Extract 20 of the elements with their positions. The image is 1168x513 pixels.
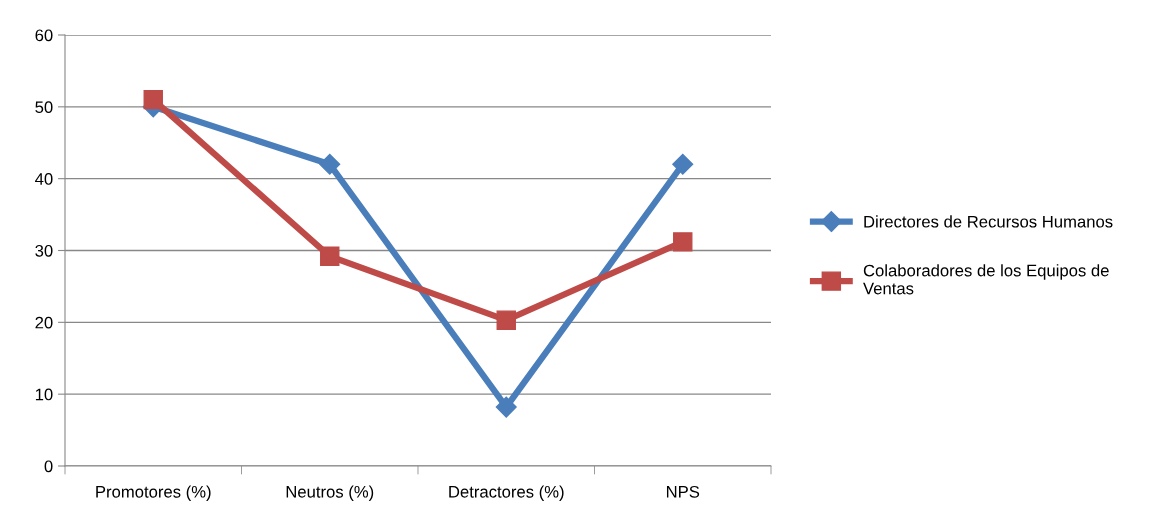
- y-tick-label: 0: [44, 460, 53, 473]
- y-tick-label: 50: [35, 101, 53, 114]
- point: [673, 232, 693, 252]
- y-tick-label: 30: [35, 244, 53, 257]
- y-tick-label: 60: [35, 29, 53, 42]
- x-tick-label: Neutros (%): [286, 485, 374, 501]
- point: [672, 153, 694, 175]
- y-tick-label: 10: [35, 388, 53, 401]
- point: [496, 310, 516, 330]
- legend-label: Directores de Recursos Humanos: [864, 215, 1113, 228]
- legend-label: Colaboradores de los Equipos de Ventas: [863, 264, 1109, 295]
- x-tick-label: NPS: [666, 485, 700, 498]
- point: [319, 153, 341, 175]
- x-tick-label: Promotores (%): [96, 485, 211, 501]
- point: [143, 89, 163, 110]
- x-tick-label: Detractores (%): [449, 485, 564, 501]
- point: [495, 396, 517, 418]
- y-tick-label: 20: [35, 316, 53, 329]
- y-tick-label: 40: [35, 173, 53, 185]
- point: [320, 246, 340, 266]
